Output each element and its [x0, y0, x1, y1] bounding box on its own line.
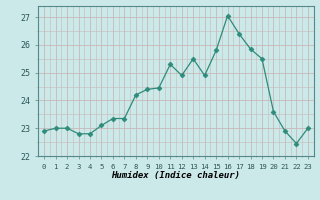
X-axis label: Humidex (Indice chaleur): Humidex (Indice chaleur) [111, 171, 241, 180]
